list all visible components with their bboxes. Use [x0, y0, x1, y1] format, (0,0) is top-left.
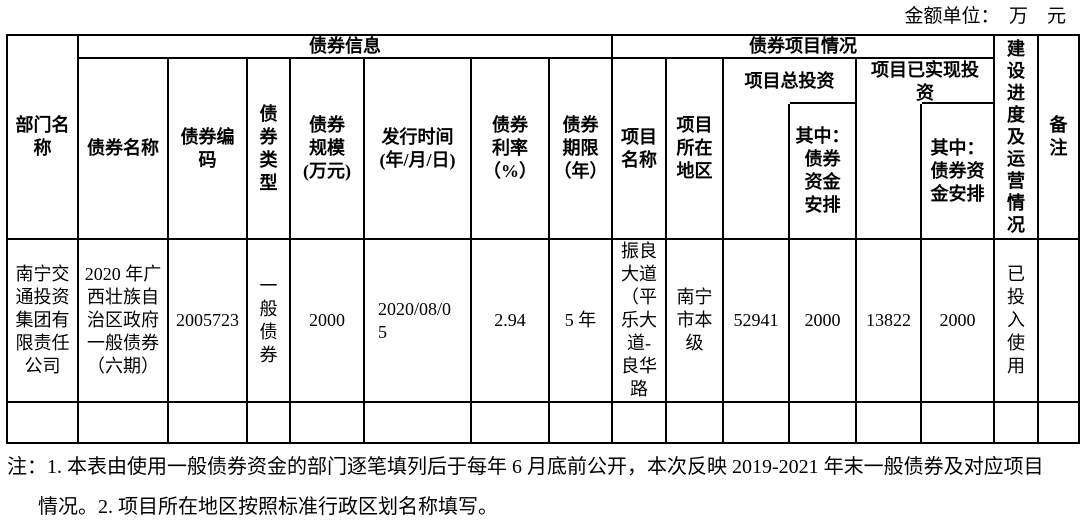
bond-disclosure-table: 部门名 称 债券信息 债券项目情况 建 设 进 度 及 运 营 情 况 备 注 … — [6, 34, 1080, 444]
cell-construction-progress: 已 投 入 使 用 — [995, 240, 1039, 403]
header-group-project-info: 债券项目情况 — [613, 36, 995, 59]
header-bond-type: 债 券 类 型 — [248, 59, 291, 240]
empty-cell — [667, 403, 724, 444]
header-department-name: 部门名 称 — [8, 36, 79, 240]
cell-bond-scale: 2000 — [291, 240, 365, 403]
empty-cell — [248, 403, 291, 444]
header-total-investment-spacer — [724, 104, 790, 240]
empty-cell — [613, 403, 667, 444]
cell-bond-name: 2020 年广 西壮族自 治区政府 一般债券 （六期） — [79, 240, 169, 403]
header-realized-investment: 项目已实现投 资 — [857, 59, 995, 104]
cell-total-investment: 52941 — [724, 240, 790, 403]
cell-bond-type: 一 般 债 券 — [248, 240, 291, 403]
header-bond-term: 债券 期限 （年） — [550, 59, 613, 240]
header-project-area: 项目 所在 地区 — [667, 59, 724, 240]
empty-cell — [169, 403, 248, 444]
empty-cell — [365, 403, 472, 444]
cell-issue-date: 2020/08/0 5 — [365, 240, 472, 403]
header-issue-date: 发行时间 (年/月/日) — [365, 59, 472, 240]
header-realized-investment-bond-funds: 其中： 债券资 金安排 — [922, 102, 995, 240]
header-remark: 备 注 — [1039, 36, 1080, 240]
header-bond-scale: 债券 规模 (万元) — [291, 59, 365, 240]
header-construction-progress: 建 设 进 度 及 运 营 情 况 — [995, 36, 1039, 240]
header-realized-investment-spacer — [857, 104, 922, 240]
cell-realized-investment-bond-funds: 2000 — [922, 240, 995, 403]
empty-cell — [857, 403, 922, 444]
cell-remark — [1039, 240, 1080, 403]
empty-cell — [922, 403, 995, 444]
empty-cell — [79, 403, 169, 444]
cell-project-name: 振良 大道 （平 乐大 道- 良华 路 — [613, 240, 667, 403]
empty-cell — [291, 403, 365, 444]
header-bond-name: 债券名称 — [79, 59, 169, 240]
empty-cell — [790, 403, 857, 444]
header-project-name: 项目 名称 — [613, 59, 667, 240]
cell-project-area: 南宁 市本 级 — [667, 240, 724, 403]
header-group-bond-info: 债券信息 — [79, 36, 613, 59]
empty-cell — [724, 403, 790, 444]
empty-cell — [472, 403, 550, 444]
empty-cell — [550, 403, 613, 444]
amount-unit-label: 金额单位： 万 元 — [904, 6, 1066, 27]
cell-bond-code: 2005723 — [169, 240, 248, 403]
header-total-investment-bond-funds: 其中： 债券 资金 安排 — [790, 102, 857, 240]
header-bond-code: 债券编 码 — [169, 59, 248, 240]
empty-cell — [1039, 403, 1080, 444]
header-bond-rate: 债券 利率 （%） — [472, 59, 550, 240]
header-total-investment: 项目总投资 — [724, 59, 857, 104]
cell-department-name: 南宁交 通投资 集团有 限责任 公司 — [8, 240, 79, 403]
empty-cell — [995, 403, 1039, 444]
cell-bond-rate: 2.94 — [472, 240, 550, 403]
cell-realized-investment: 13822 — [857, 240, 922, 403]
cell-bond-term: 5 年 — [550, 240, 613, 403]
empty-cell — [8, 403, 79, 444]
cell-total-investment-bond-funds: 2000 — [790, 240, 857, 403]
table-notes: 注：1. 本表由使用一般债券资金的部门逐笔填列后于每年 6 月底前公开，本次反映… — [7, 456, 1044, 518]
